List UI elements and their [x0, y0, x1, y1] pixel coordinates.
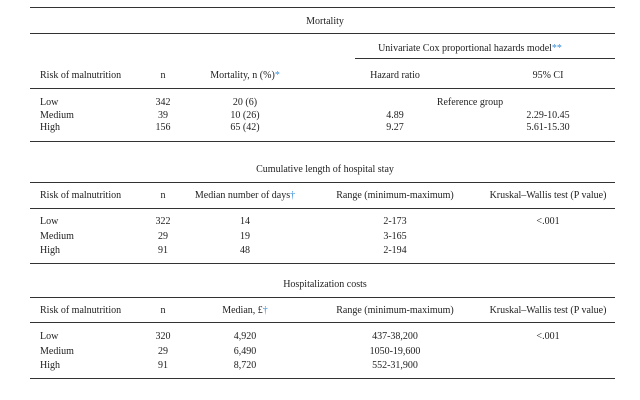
text: Hazard ratio	[370, 70, 420, 81]
row-label: High	[40, 122, 60, 133]
rule	[30, 33, 615, 34]
table-cell: 9.27	[386, 122, 404, 133]
column-header: n	[161, 305, 166, 317]
text: Range (minimum-maximum)	[336, 305, 454, 316]
table-cell: 8,720	[233, 360, 257, 371]
text: Kruskal–Wallis test (P value)	[489, 190, 607, 201]
column-header: Risk of malnutrition	[40, 70, 121, 82]
spanning-cell: Reference group	[436, 97, 504, 108]
rule	[30, 7, 615, 8]
table-cell: 29	[158, 346, 168, 357]
row-label: Medium	[40, 231, 74, 242]
table-cell: 65 (42)	[230, 122, 260, 133]
table-cell: 91	[158, 245, 168, 256]
text: Univariate Cox proportional hazards mode…	[378, 43, 552, 54]
column-header: Risk of malnutrition	[40, 190, 121, 202]
table-cell: 552-31,900	[372, 360, 418, 371]
table-cell: 29	[158, 231, 168, 242]
row-label: Low	[40, 331, 59, 342]
footnote-mark: **	[551, 43, 562, 54]
column-header: Risk of malnutrition	[40, 305, 121, 317]
table-cell: 2-194	[383, 245, 407, 256]
column-header: Kruskal–Wallis test (P value)	[490, 190, 607, 202]
rule	[30, 182, 615, 183]
rule	[30, 263, 615, 264]
column-header: Range (minimum-maximum)	[336, 190, 453, 202]
rule	[355, 58, 615, 59]
rule	[30, 88, 615, 89]
table-cell: <.001	[536, 216, 560, 227]
text: n	[160, 190, 166, 201]
table-cell: 14	[240, 216, 250, 227]
section-title: Mortality	[306, 16, 344, 27]
rule	[30, 378, 615, 379]
footnote-mark: *	[274, 70, 280, 81]
table-cell: 320	[155, 331, 171, 342]
row-label: Low	[40, 216, 59, 227]
table-cell: 342	[155, 97, 171, 108]
group-header: Univariate Cox proportional hazards mode…	[378, 43, 562, 55]
row-label: High	[40, 360, 60, 371]
column-header: Range (minimum-maximum)	[336, 305, 453, 317]
text: Risk of malnutrition	[40, 305, 122, 316]
table-cell: 437-38,200	[372, 331, 418, 342]
table-cell: 5.61-15.30	[526, 122, 570, 133]
text: Range (minimum-maximum)	[336, 190, 454, 201]
row-label: High	[40, 245, 60, 256]
table-cell: 3-165	[383, 231, 407, 242]
table-cell: 39	[158, 110, 168, 121]
rule	[30, 322, 615, 323]
row-label: Low	[40, 97, 59, 108]
table-cell: 48	[240, 245, 250, 256]
column-header: n	[161, 70, 166, 82]
table-cell: 19	[240, 231, 250, 242]
table-cell: 2-173	[383, 216, 407, 227]
table-cell: 4.89	[386, 110, 404, 121]
text: Mortality, n (%)	[210, 70, 275, 81]
table-cell: 1050-19,600	[369, 346, 421, 357]
footnote-mark: †	[290, 190, 296, 201]
text: Median, £	[222, 305, 263, 316]
section-title: Hospitalization costs	[283, 279, 367, 290]
rule	[30, 141, 615, 142]
column-header: Kruskal–Wallis test (P value)	[490, 305, 607, 317]
text: Median number of days	[194, 190, 291, 201]
table-cell: <.001	[536, 331, 560, 342]
column-header: Median, £†	[222, 305, 268, 317]
text: Risk of malnutrition	[40, 70, 122, 81]
row-label: Medium	[40, 110, 74, 121]
table-cell: 156	[155, 122, 171, 133]
footnote-mark: †	[262, 305, 268, 316]
rule	[30, 208, 615, 209]
row-label: Medium	[40, 346, 74, 357]
table-cell: 6,490	[233, 346, 257, 357]
text: Risk of malnutrition	[40, 190, 122, 201]
column-header: n	[161, 190, 166, 202]
table-cell: 322	[155, 216, 171, 227]
text: n	[160, 305, 166, 316]
table-cell: 2.29-10.45	[526, 110, 570, 121]
table-cell: 4,920	[233, 331, 257, 342]
table-cell: 10 (26)	[230, 110, 260, 121]
column-header: Hazard ratio	[370, 70, 420, 82]
text: 95% CI	[532, 70, 564, 81]
rule	[30, 297, 615, 298]
column-header: Mortality, n (%)*	[210, 70, 280, 82]
table-cell: 91	[158, 360, 168, 371]
text: n	[160, 70, 166, 81]
text: Kruskal–Wallis test (P value)	[489, 305, 607, 316]
column-header: Median number of days†	[195, 190, 295, 202]
column-header: 95% CI	[533, 70, 564, 82]
table-cell: 20 (6)	[232, 97, 258, 108]
section-title: Cumulative length of hospital stay	[256, 164, 394, 175]
